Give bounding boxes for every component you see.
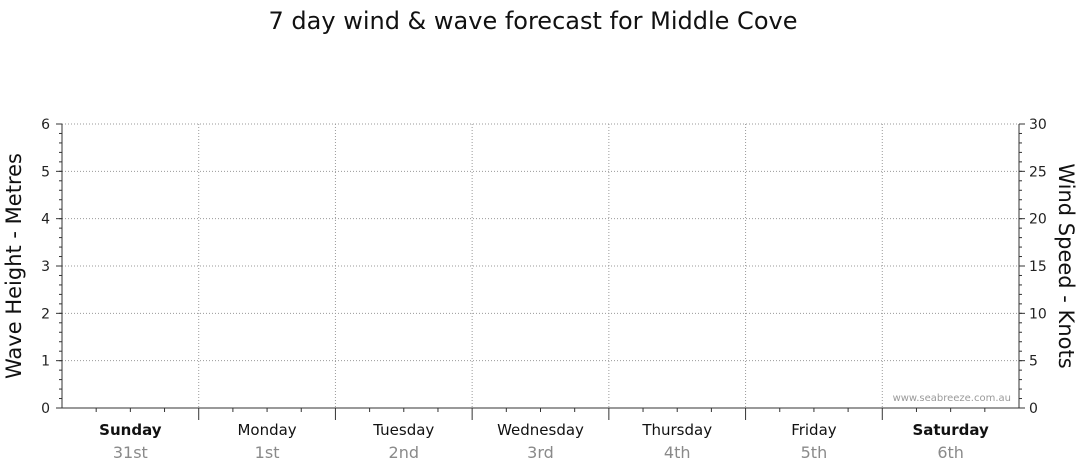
left-tick-label: 4 [41,212,50,228]
watermark-text: www.seabreeze.com.au [893,393,1011,404]
left-tick-label: 6 [41,117,50,133]
right-tick-label: 25 [1029,164,1047,180]
left-tick-label: 2 [41,306,50,322]
day-date-label: 1st [255,443,280,462]
day-name-label: Wednesday [497,421,584,439]
chart-title: 7 day wind & wave forecast for Middle Co… [269,7,798,35]
day-date-label: 5th [801,443,828,462]
left-tick-label: 3 [41,259,50,275]
right-tick-label: 10 [1029,306,1047,322]
right-tick-label: 30 [1029,117,1047,133]
day-date-label: 6th [937,443,964,462]
right-tick-label: 5 [1029,354,1038,370]
day-name-label: Sunday [99,421,162,439]
left-tick-label: 1 [41,354,50,370]
day-name-label: Friday [791,421,837,439]
right-tick-label: 15 [1029,259,1047,275]
day-name-label: Thursday [641,421,712,439]
day-date-label: 4th [664,443,691,462]
right-tick-label: 20 [1029,212,1047,228]
day-name-label: Saturday [912,421,989,439]
left-tick-label: 5 [41,164,50,180]
right-axis-title: Wind Speed - Knots [1054,163,1078,368]
day-name-label: Tuesday [372,421,434,439]
left-axis-title: Wave Height - Metres [2,153,26,379]
day-date-label: 3rd [527,443,554,462]
left-tick-label: 0 [41,401,50,417]
axes-layer [56,123,1025,420]
day-name-label: Monday [237,421,296,439]
day-date-label: 31st [113,443,148,462]
grid-layer [62,123,1019,408]
right-tick-label: 0 [1029,401,1038,417]
labels-layer: 0 1 2 3 4 5 6 0 5 10 15 20 25 30 Sunday 31st Monday 1st Tu… [41,117,1047,462]
day-date-label: 2nd [389,443,419,462]
